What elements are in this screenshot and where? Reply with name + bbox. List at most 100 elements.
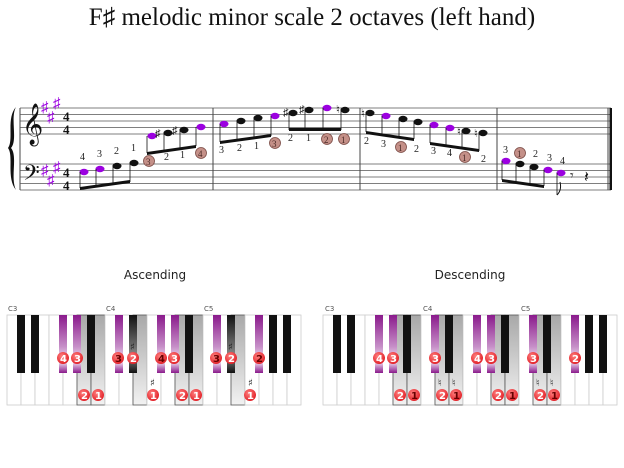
svg-text:♮: ♮ xyxy=(452,378,456,389)
barlines xyxy=(212,108,609,190)
svg-text:1: 1 xyxy=(193,391,200,402)
measure-3: ♮♮ ♮ 2 3 2 3 42 1 1 xyxy=(361,108,488,165)
key-signature-treble: ♯♯♯ xyxy=(41,96,61,126)
page-title: F♯ melodic minor scale 2 octaves (left h… xyxy=(88,4,536,31)
svg-text:4: 4 xyxy=(63,165,70,180)
svg-text:2: 2 xyxy=(81,391,88,402)
key-signature-bass: ♯♯♯ xyxy=(41,160,61,189)
svg-text:2: 2 xyxy=(130,354,137,365)
finger-markers: 4 3 2 1 3 2 1 4 3 2 1 3 2 1 2 xyxy=(373,352,581,402)
svg-text:1: 1 xyxy=(150,391,157,402)
octave-label-c5: C5 xyxy=(521,305,531,313)
svg-text:1: 1 xyxy=(411,391,418,402)
svg-text:♯: ♯ xyxy=(53,160,61,176)
black-keys xyxy=(17,315,291,373)
svg-text:3: 3 xyxy=(272,139,277,149)
svg-text:♮: ♮ xyxy=(550,378,554,389)
bass-clef-icon: 𝄢 xyxy=(23,161,40,190)
ascending-label: Ascending xyxy=(123,268,187,282)
svg-text:1: 1 xyxy=(180,150,185,161)
svg-text:♮: ♮ xyxy=(361,108,365,120)
svg-text:♯: ♯ xyxy=(47,110,55,126)
svg-text:♯: ♯ xyxy=(41,100,49,116)
svg-text:2: 2 xyxy=(228,354,235,365)
svg-text:4: 4 xyxy=(198,149,203,159)
octave-label-c3: C3 xyxy=(325,305,335,313)
svg-text:4: 4 xyxy=(158,354,165,365)
svg-text:2: 2 xyxy=(164,152,169,163)
svg-text:♯: ♯ xyxy=(172,125,178,137)
svg-text:3: 3 xyxy=(431,146,436,157)
svg-text:2: 2 xyxy=(537,391,544,402)
svg-text:♮: ♮ xyxy=(457,126,461,138)
svg-text:2: 2 xyxy=(256,354,263,365)
svg-text:♯: ♯ xyxy=(299,104,305,116)
svg-text:4: 4 xyxy=(447,148,452,159)
svg-text:1: 1 xyxy=(341,135,346,145)
svg-text:3: 3 xyxy=(97,149,102,160)
piano-keyboard-ascending: ♯ ♯ ♯ ♯ 4 3 2 1 3 2 1 4 3 2 1 3 2 1 2 xyxy=(6,314,302,406)
svg-text:3: 3 xyxy=(213,354,220,365)
svg-text:♯: ♯ xyxy=(155,128,161,140)
svg-text:♯: ♯ xyxy=(150,378,155,389)
svg-text:2: 2 xyxy=(397,391,404,402)
svg-text:♮: ♮ xyxy=(536,378,540,389)
svg-text:2: 2 xyxy=(288,133,293,144)
descending-label: Descending xyxy=(434,268,506,282)
svg-text:3: 3 xyxy=(488,354,495,365)
svg-text:1: 1 xyxy=(306,133,311,144)
svg-text:4: 4 xyxy=(376,354,383,365)
svg-text:1: 1 xyxy=(551,391,558,402)
octave-label-c4: C4 xyxy=(423,305,433,313)
time-signature: 44 44 xyxy=(63,109,70,193)
svg-text:1: 1 xyxy=(453,391,460,402)
svg-text:3: 3 xyxy=(390,354,397,365)
svg-text:3: 3 xyxy=(74,354,81,365)
svg-text:1: 1 xyxy=(131,143,136,154)
finger-markers: 4 3 2 1 3 2 1 4 3 2 1 3 2 1 2 xyxy=(57,352,265,402)
svg-text:1: 1 xyxy=(462,153,467,163)
svg-text:♮: ♮ xyxy=(438,378,442,389)
quarter-rest-icon: 𝄽 xyxy=(584,169,589,186)
svg-text:2: 2 xyxy=(533,149,538,160)
svg-text:♯: ♯ xyxy=(53,96,61,112)
svg-text:3: 3 xyxy=(530,354,537,365)
svg-text:2: 2 xyxy=(114,146,119,157)
svg-text:3: 3 xyxy=(171,354,178,365)
bass-staff xyxy=(20,163,611,191)
svg-text:4: 4 xyxy=(80,152,85,163)
svg-text:1: 1 xyxy=(247,391,254,402)
svg-text:4: 4 xyxy=(560,156,565,167)
eighth-rest-icon: 𝄾 xyxy=(570,169,574,184)
octave-label-c5: C5 xyxy=(204,305,214,313)
black-keys xyxy=(333,315,607,373)
svg-text:♯: ♯ xyxy=(283,107,289,119)
measure-2: ♯ ♯ ♮ 3 2 1 3 2 1 2 1 xyxy=(219,104,350,156)
svg-text:♯: ♯ xyxy=(248,378,253,389)
svg-text:1: 1 xyxy=(95,391,102,402)
svg-text:2: 2 xyxy=(481,154,486,165)
svg-text:4: 4 xyxy=(63,109,70,124)
svg-text:1: 1 xyxy=(398,143,403,153)
svg-text:2: 2 xyxy=(572,354,579,365)
svg-text:♯: ♯ xyxy=(47,173,55,189)
svg-text:♮: ♮ xyxy=(474,128,478,140)
octave-label-c3: C3 xyxy=(8,305,18,313)
svg-text:4: 4 xyxy=(474,354,481,365)
svg-text:4: 4 xyxy=(63,178,70,193)
svg-text:2: 2 xyxy=(364,136,369,147)
svg-text:3: 3 xyxy=(381,139,386,150)
svg-text:2: 2 xyxy=(179,391,186,402)
svg-text:♮: ♮ xyxy=(336,104,340,116)
svg-text:3: 3 xyxy=(219,145,224,156)
svg-text:2: 2 xyxy=(237,143,242,154)
final-barline xyxy=(609,108,612,190)
svg-text:3: 3 xyxy=(432,354,439,365)
grand-staff-brace xyxy=(8,107,16,190)
svg-text:2: 2 xyxy=(495,391,502,402)
svg-text:4: 4 xyxy=(60,354,67,365)
svg-text:3: 3 xyxy=(115,354,122,365)
svg-text:2: 2 xyxy=(324,135,329,145)
